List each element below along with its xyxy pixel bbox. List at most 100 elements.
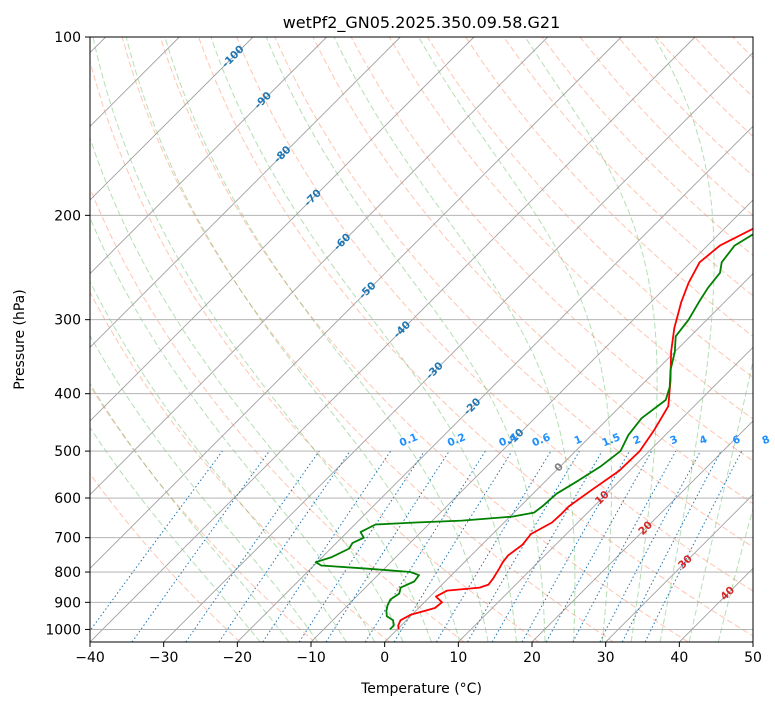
y-tick-label: 700 xyxy=(54,531,81,547)
x-tick-label: 0 xyxy=(380,650,389,666)
y-tick-label: 600 xyxy=(54,491,81,507)
y-tick-label: 400 xyxy=(54,387,81,403)
isotherm-line xyxy=(752,641,753,642)
moist-adiabat-line xyxy=(90,426,261,642)
isotherm-line xyxy=(90,37,696,642)
mixing-ratio-line xyxy=(621,450,722,642)
dry-adiabat-line xyxy=(426,37,753,378)
dry-adiabat-line xyxy=(732,37,753,59)
isotherm-line xyxy=(458,346,753,642)
moist-adiabat-line xyxy=(90,334,319,642)
profiles xyxy=(314,227,753,631)
axis-ticks: −40 −30 −20 −10 0 10 20 30 40 5010020030040050060… xyxy=(45,30,762,666)
x-tick-label: 50 xyxy=(744,650,762,666)
mixing-ratio-label: 1 xyxy=(572,433,583,447)
x-tick-label: −20 xyxy=(223,650,253,666)
moist-adiabat-line xyxy=(717,506,753,642)
dry-adiabat-line xyxy=(90,59,540,642)
y-tick-label: 500 xyxy=(54,444,81,460)
mixing-ratio-line xyxy=(572,450,677,642)
mixing-ratio-line xyxy=(393,450,513,642)
x-tick-label: 40 xyxy=(670,650,688,666)
isotherm-line xyxy=(90,37,475,422)
x-tick-label: −10 xyxy=(296,650,326,666)
dry-adiabat-line xyxy=(236,37,753,592)
y-tick-label: 900 xyxy=(54,595,81,611)
dry-adiabat-line xyxy=(771,37,775,642)
mixing-ratio-label: 2 xyxy=(631,433,642,447)
background-lines xyxy=(90,37,775,642)
chart-title: wetPf2_GN05.2025.350.09.58.G21 xyxy=(283,13,561,33)
moist-adiabat-line xyxy=(265,37,546,642)
moist-adiabat-line xyxy=(164,37,489,642)
moist-adiabat-line xyxy=(90,382,290,642)
dry-adiabat-line xyxy=(656,37,753,138)
y-tick-label: 300 xyxy=(54,313,81,329)
mixing-ratio-label: 0.1 xyxy=(398,431,420,449)
plot-frame xyxy=(89,36,754,643)
moist-adiabat-line xyxy=(688,358,753,642)
moist-adiabat-line xyxy=(125,37,461,642)
isotherm-line xyxy=(310,199,753,642)
isotherm-line xyxy=(531,420,753,642)
moist-adiabat-line xyxy=(90,136,404,642)
dry-adiabat-line xyxy=(541,37,753,257)
moist-adiabat-line xyxy=(90,280,347,642)
moist-adiabat-line xyxy=(524,37,658,642)
y-tick-label: 200 xyxy=(54,208,81,224)
mixing-ratio-line xyxy=(185,450,320,642)
moist-adiabat-line xyxy=(90,216,376,642)
mixing-ratio-line xyxy=(90,450,223,632)
mixing-ratio-line xyxy=(131,450,270,642)
dry-adiabat-line xyxy=(694,37,753,98)
y-tick-label: 800 xyxy=(54,565,81,581)
mixing-ratio-line xyxy=(262,450,392,642)
mixing-ratio-line xyxy=(521,450,630,642)
dry-adiabat-line xyxy=(90,291,390,642)
mixing-ratio-line xyxy=(435,450,552,642)
mixing-ratio-line xyxy=(364,450,486,642)
mixing-ratio-label: 3 xyxy=(668,433,679,447)
mixing-ratio-label: 0.2 xyxy=(446,431,468,449)
mixing-ratio-label: 4 xyxy=(698,433,709,447)
dry-adiabat-line xyxy=(274,37,753,548)
mixing-ratio-label: 1.5 xyxy=(600,431,622,449)
moist-adiabat-line xyxy=(210,37,517,642)
dry-adiabat-line xyxy=(465,37,753,338)
x-tick-label: 10 xyxy=(449,650,467,666)
mixing-ratio-label: 0.6 xyxy=(530,431,552,449)
isotherm-line xyxy=(90,37,327,275)
dry-adiabat-line xyxy=(90,472,241,642)
isotherm-line xyxy=(384,273,753,642)
dry-adiabat-line xyxy=(159,37,689,642)
dry-adiabat-line xyxy=(503,37,753,297)
y-axis-label: Pressure (hPa) xyxy=(12,289,28,389)
mixing-ratio-label: 6 xyxy=(731,433,742,447)
mixing-ratio-line xyxy=(218,450,351,642)
isotherm-line xyxy=(605,494,753,642)
dry-adiabat-line xyxy=(350,37,753,462)
moist-adiabat-line xyxy=(653,37,715,642)
x-tick-label: 30 xyxy=(597,650,615,666)
x-tick-label: 20 xyxy=(523,650,541,666)
dry-adiabat-line xyxy=(121,37,614,642)
mixing-ratio-line xyxy=(325,450,450,642)
x-tick-label: −40 xyxy=(75,650,105,666)
mixing-ratio-line xyxy=(545,450,653,642)
mixing-ratio-line xyxy=(298,450,425,642)
dry-adiabat-line xyxy=(90,186,465,642)
mixing-ratio-line xyxy=(599,450,701,642)
isotherm-line xyxy=(679,567,753,642)
mixing-ratio-line xyxy=(644,450,743,642)
temperature-profile xyxy=(397,227,753,630)
isotherm-line xyxy=(163,52,753,642)
x-tick-label: −30 xyxy=(149,650,179,666)
dry-adiabat-line xyxy=(90,384,316,642)
mixing-ratio-label: 8 xyxy=(760,433,771,447)
isotherm-line xyxy=(90,37,254,201)
isotherm-line xyxy=(90,37,622,569)
dewpoint-profile xyxy=(314,233,753,631)
x-axis-label: Temperature (°C) xyxy=(360,681,482,697)
y-tick-label: 1000 xyxy=(45,622,81,638)
